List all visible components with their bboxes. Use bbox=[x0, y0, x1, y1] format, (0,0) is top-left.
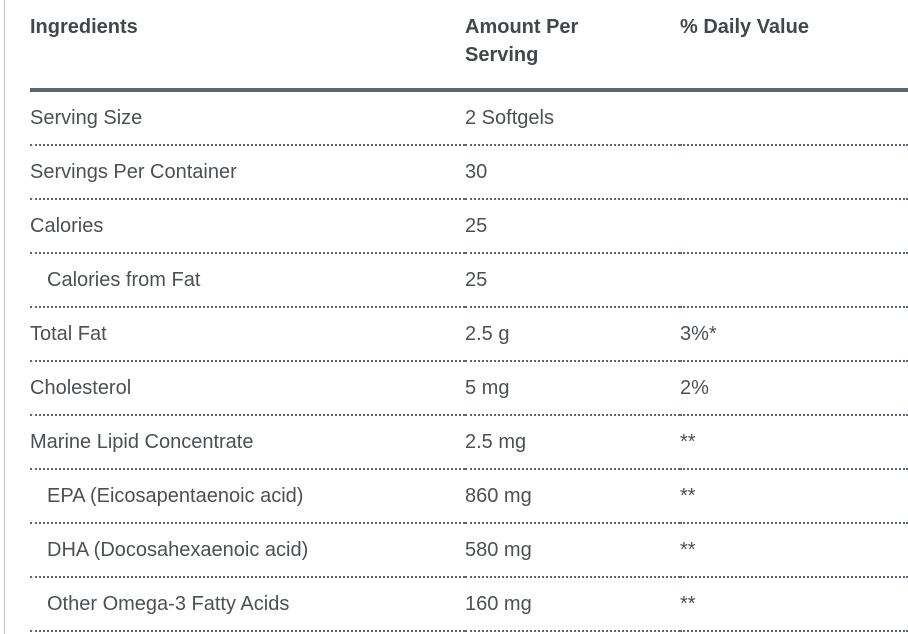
amount-cell: 860 mg bbox=[465, 469, 680, 524]
ingredient-cell: Calories from Fat bbox=[30, 253, 465, 308]
amount-cell: 2 Softgels bbox=[465, 90, 680, 146]
table-row-epa: EPA (Eicosapentaenoic acid) 860 mg ** bbox=[30, 469, 908, 524]
ingredient-cell: Other Omega-3 Fatty Acids bbox=[30, 577, 465, 632]
table-row-other-omega-3: Other Omega-3 Fatty Acids 160 mg ** bbox=[30, 577, 908, 632]
amount-cell: 160 mg bbox=[465, 577, 680, 632]
ingredient-cell: Serving Size bbox=[30, 90, 465, 146]
daily-value-cell: ** bbox=[680, 577, 908, 632]
ingredient-cell: Cholesterol bbox=[30, 361, 465, 416]
daily-value-cell bbox=[680, 253, 908, 308]
amount-per-serving-column-header: Amount Per Serving bbox=[465, 0, 680, 92]
daily-value-column-header-label: % Daily Value bbox=[680, 16, 809, 38]
ingredient-cell: Total Fat bbox=[30, 307, 465, 362]
amount-per-serving-column-header-label: Amount Per Serving bbox=[465, 16, 579, 66]
daily-value-cell: ** bbox=[680, 523, 908, 578]
amount-cell: 25 bbox=[465, 199, 680, 254]
table-row-total-fat: Total Fat 2.5 g 3%* bbox=[30, 307, 908, 362]
table-row-cholesterol: Cholesterol 5 mg 2% bbox=[30, 361, 908, 416]
amount-cell: 2.5 g bbox=[465, 307, 680, 362]
amount-cell: 580 mg bbox=[465, 523, 680, 578]
daily-value-cell: 3%* bbox=[680, 307, 908, 362]
table-row-serving-size: Serving Size 2 Softgels bbox=[30, 90, 908, 146]
daily-value-cell: ** bbox=[680, 469, 908, 524]
daily-value-cell bbox=[680, 199, 908, 254]
ingredients-column-header-label: Ingredients bbox=[30, 16, 138, 38]
ingredient-cell: Servings Per Container bbox=[30, 145, 465, 200]
amount-cell: 5 mg bbox=[465, 361, 680, 416]
amount-cell: 2.5 mg bbox=[465, 415, 680, 470]
supplement-facts-table: Ingredients Amount Per Serving % Daily V… bbox=[30, 0, 908, 632]
daily-value-cell bbox=[680, 90, 908, 146]
daily-value-cell: ** bbox=[680, 415, 908, 470]
table-row-dha: DHA (Docosahexaenoic acid) 580 mg ** bbox=[30, 523, 908, 578]
table-row-calories: Calories 25 bbox=[30, 199, 908, 254]
table-row-servings-per-container: Servings Per Container 30 bbox=[30, 145, 908, 200]
ingredients-column-header: Ingredients bbox=[30, 0, 465, 92]
amount-cell: 25 bbox=[465, 253, 680, 308]
table-header-row: Ingredients Amount Per Serving % Daily V… bbox=[30, 0, 908, 92]
page-edge-divider bbox=[4, 0, 5, 634]
ingredient-cell: Calories bbox=[30, 199, 465, 254]
table-row-calories-from-fat: Calories from Fat 25 bbox=[30, 253, 908, 308]
daily-value-cell bbox=[680, 145, 908, 200]
daily-value-cell: 2% bbox=[680, 361, 908, 416]
ingredient-cell: EPA (Eicosapentaenoic acid) bbox=[30, 469, 465, 524]
amount-cell: 30 bbox=[465, 145, 680, 200]
ingredient-cell: DHA (Docosahexaenoic acid) bbox=[30, 523, 465, 578]
daily-value-column-header: % Daily Value bbox=[680, 0, 908, 92]
table-row-marine-lipid-concentrate: Marine Lipid Concentrate 2.5 mg ** bbox=[30, 415, 908, 470]
ingredient-cell: Marine Lipid Concentrate bbox=[30, 415, 465, 470]
